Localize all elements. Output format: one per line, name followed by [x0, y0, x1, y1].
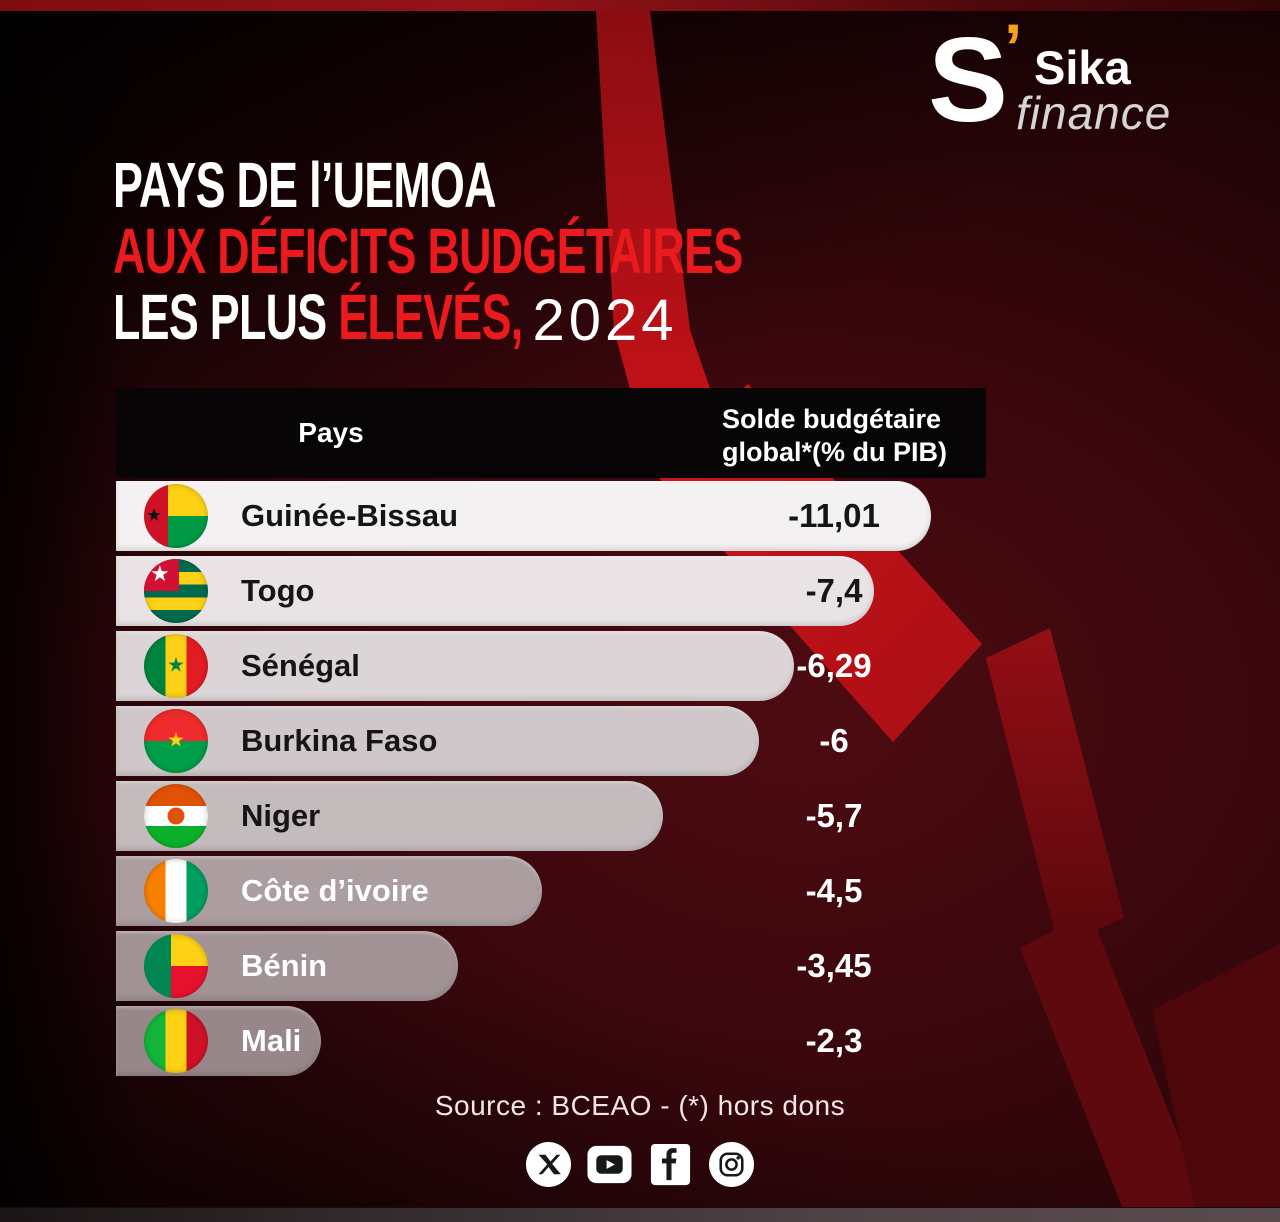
- youtube-icon[interactable]: [586, 1141, 633, 1188]
- country-name: Togo: [241, 573, 315, 608]
- table-row: Togo -7,4: [116, 556, 986, 626]
- source-note: Source : BCEAO - (*) hors dons: [434, 1090, 846, 1121]
- deficit-value: -2,3: [805, 1022, 863, 1059]
- table-row: Niger -5,7: [116, 781, 986, 851]
- flag-benin-icon: [144, 934, 208, 998]
- flag-mali-icon: [144, 1009, 208, 1073]
- deficit-bar: [116, 481, 931, 551]
- table-row: Guinée-Bissau -11,01: [116, 481, 986, 551]
- title-line-1: PAYS DE l’UEMOA: [113, 149, 497, 221]
- country-name: Bénin: [241, 948, 328, 983]
- sika-finance-logo: S ’ Sika finance: [928, 14, 1208, 152]
- country-name: Mali: [241, 1023, 302, 1058]
- deficit-bar: [116, 631, 794, 701]
- instagram-icon[interactable]: [708, 1141, 755, 1188]
- top-red-strip: [0, 0, 1280, 11]
- deficit-table: Pays Solde budgétaire global*(% du PIB) …: [116, 388, 986, 1081]
- social-icons: [0, 1141, 1280, 1188]
- deficit-value: -5,7: [805, 797, 863, 834]
- flag-niger-icon: [144, 784, 208, 848]
- bottom-strip: [0, 1207, 1280, 1222]
- column-header-pays: Pays: [298, 417, 364, 448]
- table-row: Sénégal -6,29: [116, 631, 986, 701]
- deficit-value: -6,29: [796, 647, 872, 684]
- deficit-value: -6: [819, 722, 849, 759]
- column-header-solde-line1: Solde budgétaire: [722, 404, 942, 434]
- flag-burkina-faso-icon: [144, 709, 208, 773]
- country-name: Guinée-Bissau: [241, 498, 459, 533]
- table-row: Mali -2,3: [116, 1006, 986, 1076]
- logo-subname: finance: [1016, 87, 1172, 139]
- column-header-solde-line2: global*(% du PIB): [722, 436, 947, 467]
- title-year: 2024: [532, 288, 678, 353]
- deficit-value: -4,5: [805, 872, 863, 909]
- country-name: Côte d’ivoire: [241, 873, 429, 908]
- title-line-2: AUX DÉFICITS BUDGÉTAIRES: [113, 215, 743, 287]
- table-row: Bénin -3,45: [116, 931, 986, 1001]
- country-name: Niger: [241, 798, 321, 833]
- country-name: Burkina Faso: [241, 723, 438, 758]
- flag-togo-icon: [144, 559, 208, 623]
- table-row: Burkina Faso -6: [116, 706, 986, 776]
- deficit-value: -7,4: [805, 572, 863, 609]
- flag-guinee-bissau-icon: [144, 484, 208, 548]
- logo-letter-s: S: [928, 13, 1009, 147]
- deficit-bar: [116, 706, 759, 776]
- table-rows: Guinée-Bissau -11,01 Togo -7,4 Sénégal -…: [116, 481, 986, 1076]
- flag-senegal-icon: [144, 634, 208, 698]
- title-line-3: LES PLUS ÉLEVÉS, 2024: [113, 284, 853, 350]
- x-icon[interactable]: [525, 1141, 572, 1188]
- table-row: Côte d’ivoire -4,5: [116, 856, 986, 926]
- flag-cote-divoire-icon: [144, 859, 208, 923]
- title-line-3-text: LES PLUS ÉLEVÉS,: [113, 281, 523, 353]
- column-header-solde: Solde budgétaire global*(% du PIB): [722, 403, 947, 469]
- deficit-value: -3,45: [796, 947, 872, 984]
- logo-apostrophe: ’: [1004, 10, 1023, 84]
- facebook-icon[interactable]: [647, 1141, 694, 1188]
- table-header: Pays Solde budgétaire global*(% du PIB): [116, 388, 986, 478]
- country-name: Sénégal: [241, 648, 360, 683]
- logo-name: Sika: [1034, 41, 1131, 94]
- page-title: PAYS DE l’UEMOA AUX DÉFICITS BUDGÉTAIRES…: [113, 152, 853, 350]
- deficit-bar: [116, 556, 874, 626]
- deficit-value: -11,01: [788, 497, 880, 534]
